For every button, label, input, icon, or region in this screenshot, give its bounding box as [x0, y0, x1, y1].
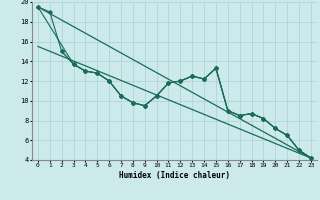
- X-axis label: Humidex (Indice chaleur): Humidex (Indice chaleur): [119, 171, 230, 180]
